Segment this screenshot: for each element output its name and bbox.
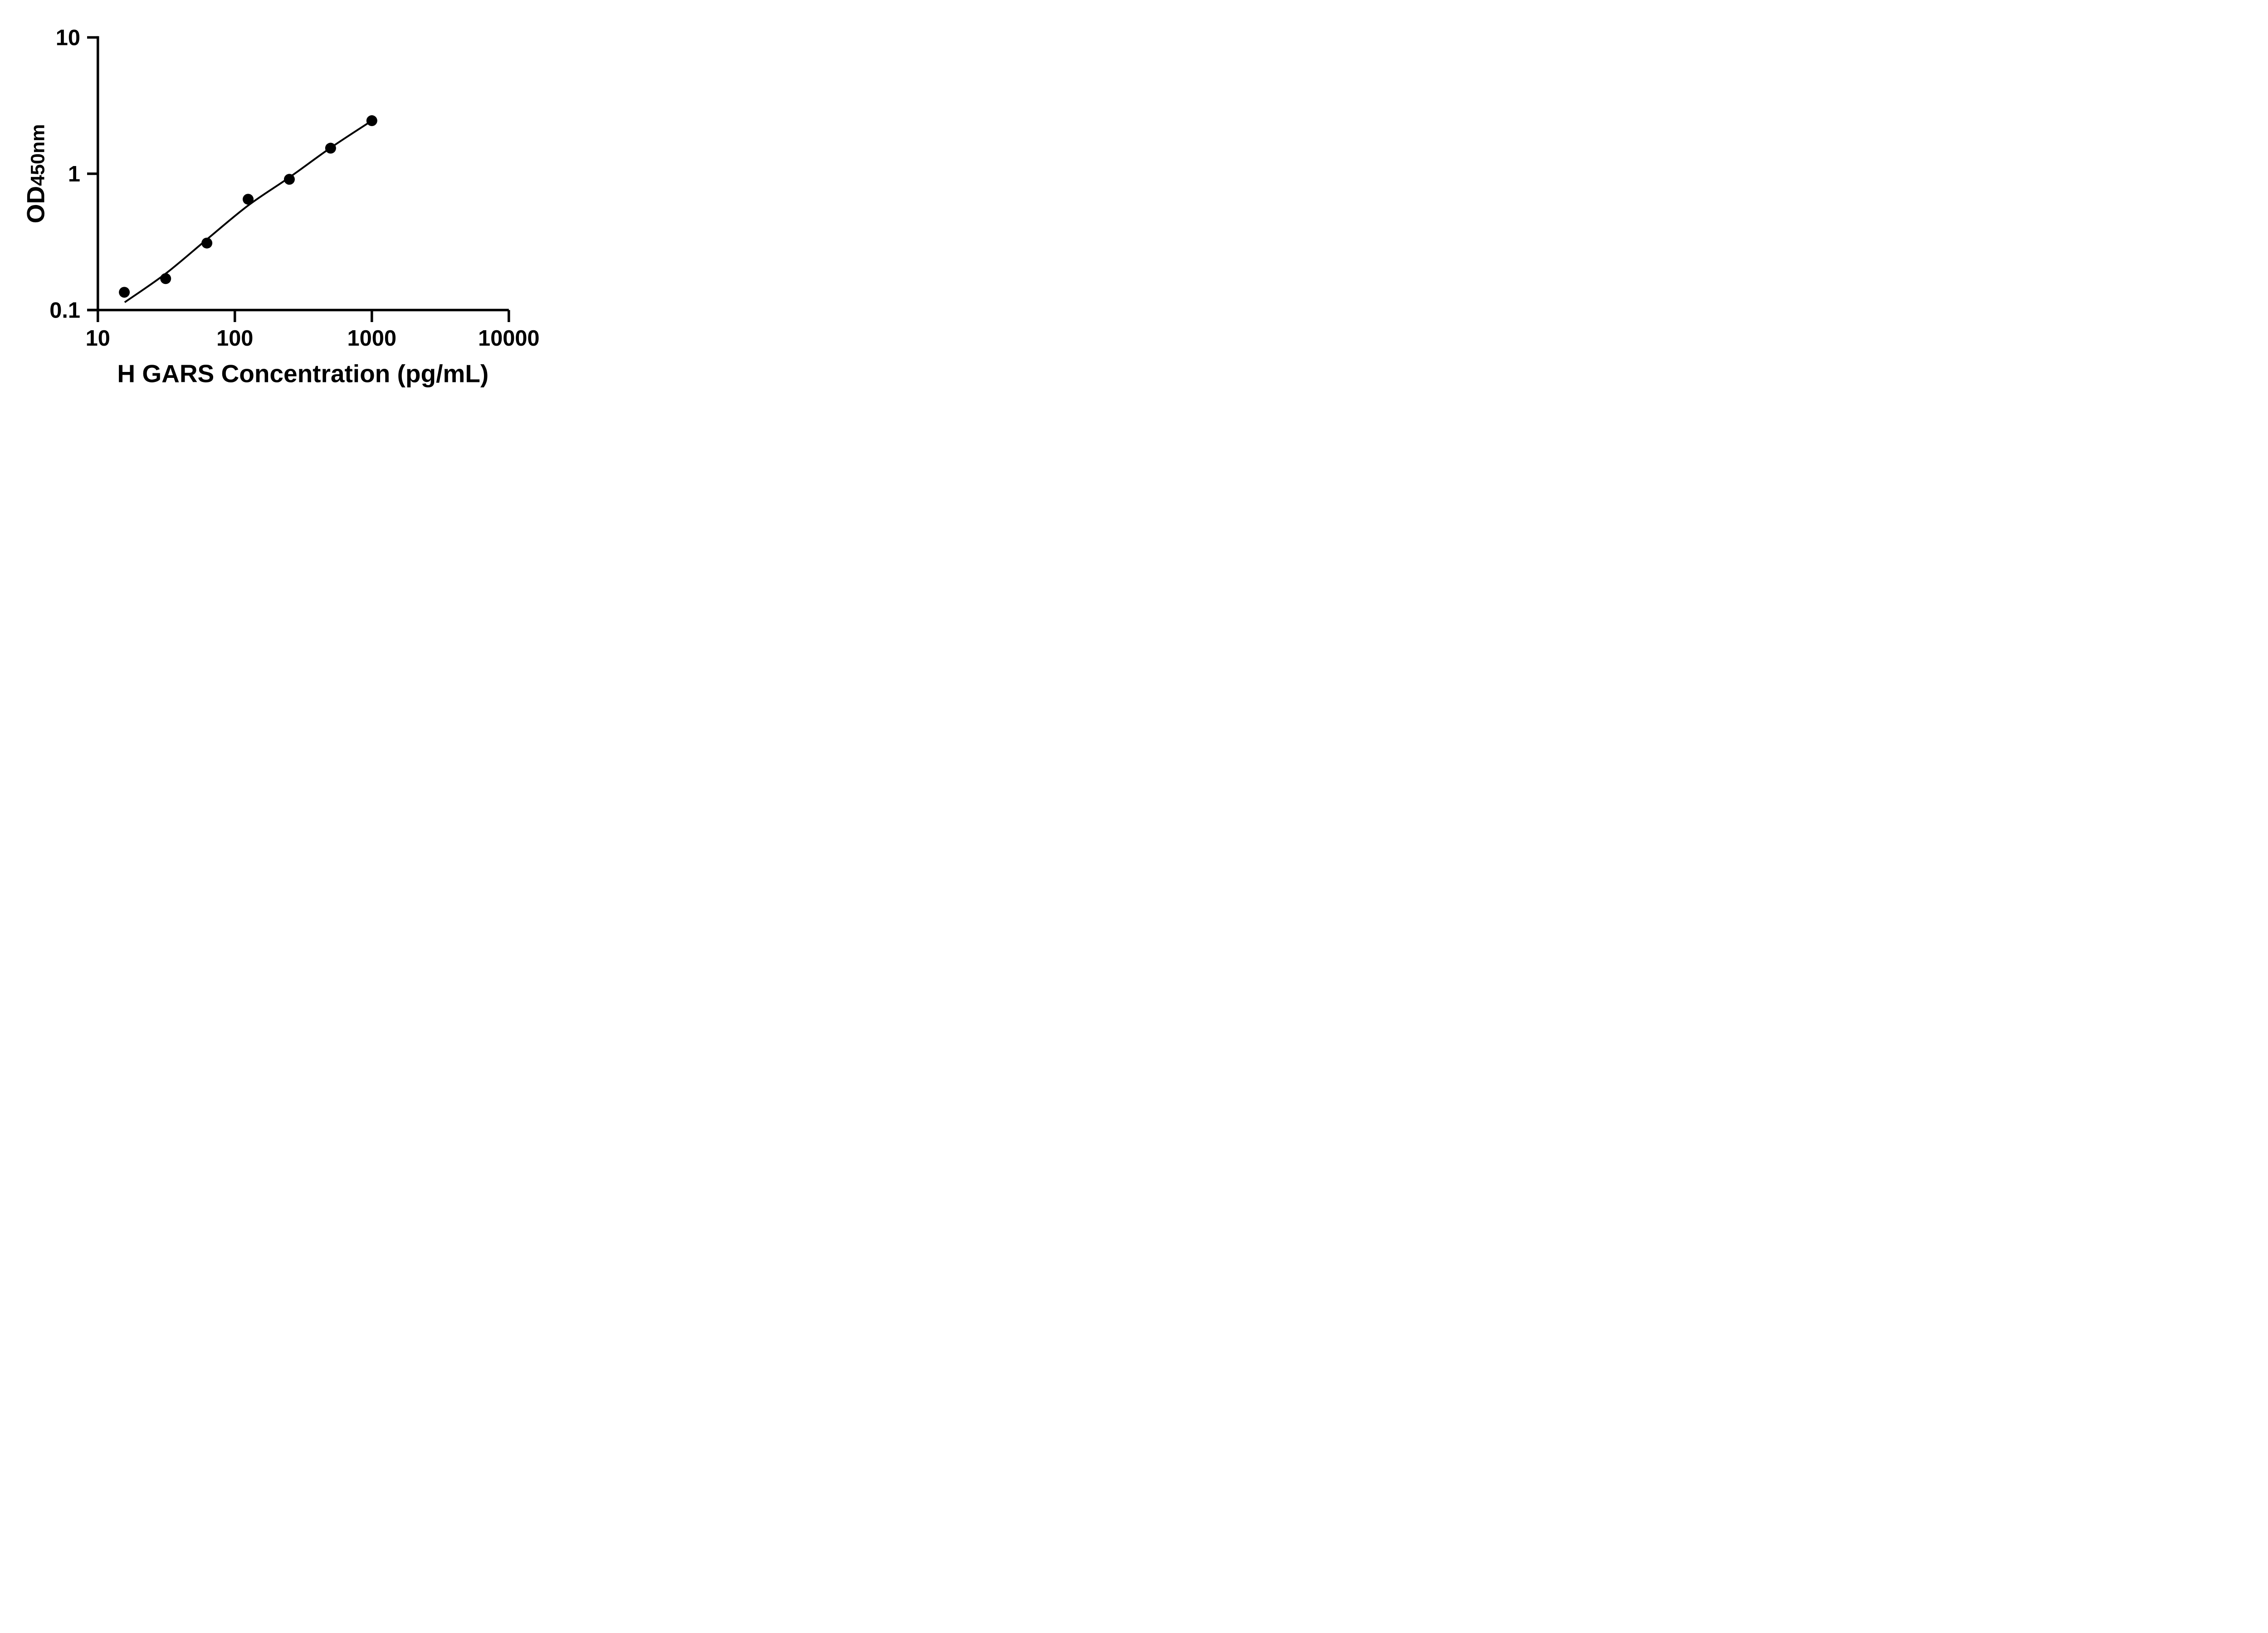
y-axis-title-subscript: 450nm <box>27 124 49 186</box>
y-axis-title-main: OD <box>22 186 50 224</box>
axes-layer <box>87 36 509 312</box>
y-axis-title: OD450nm <box>22 124 50 224</box>
data-point <box>201 237 213 249</box>
y-tick-label: 1 <box>68 162 80 186</box>
data-point <box>366 115 377 127</box>
x-tick-label: 10000 <box>478 326 540 351</box>
x-tick-label: 100 <box>216 326 253 351</box>
y-tick-label: 10 <box>56 26 80 50</box>
data-point <box>325 142 336 154</box>
data-point <box>243 194 254 205</box>
data-points-layer <box>119 115 377 298</box>
tick-layer <box>87 36 510 322</box>
data-point <box>284 174 295 185</box>
y-tick-label: 0.1 <box>49 298 80 323</box>
data-point <box>160 273 171 284</box>
figure-canvas: 10 1 0.1 10 100 1000 10000 H GARS Concentratio… <box>0 0 571 408</box>
x-tick-label: 1000 <box>347 326 396 351</box>
data-point <box>119 287 130 298</box>
x-axis-title: H GARS Concentration (pg/mL) <box>117 360 489 388</box>
x-tick-label: 10 <box>86 326 110 351</box>
